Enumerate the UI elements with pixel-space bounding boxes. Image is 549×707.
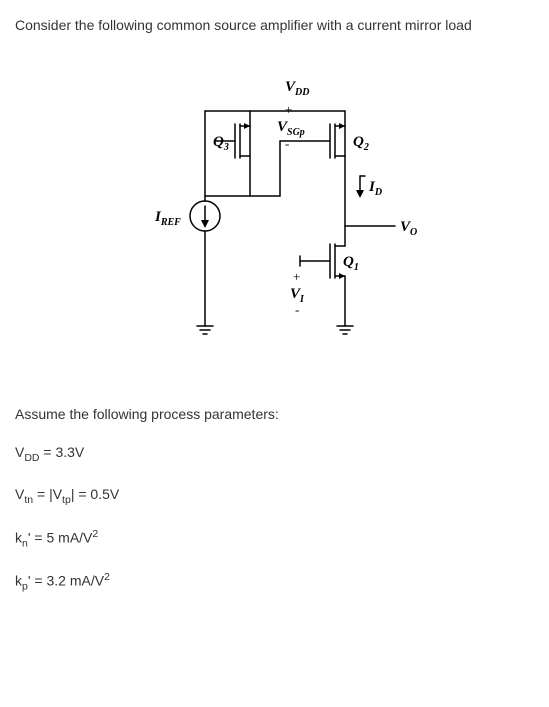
problem-statement: Consider the following common source amp… <box>15 15 534 36</box>
param-vt: Vtn = |Vtp| = 0.5V <box>15 486 534 506</box>
vi-plus: + <box>293 269 300 284</box>
label-q1: Q1 <box>343 254 359 273</box>
assume-text: Assume the following process parameters: <box>15 406 534 422</box>
label-iref: IREF <box>154 209 181 228</box>
param-kp: kp' = 3.2 mA/V2 <box>15 571 534 592</box>
param-vdd: VDD = 3.3V <box>15 444 534 464</box>
label-q3: Q3 <box>213 134 229 153</box>
param-kn: kn' = 5 mA/V2 <box>15 528 534 549</box>
vsgp-plus: + <box>285 102 292 117</box>
label-vsgp: VSGp <box>277 119 305 138</box>
vsgp-minus: - <box>285 136 289 151</box>
label-id: ID <box>368 179 382 198</box>
circuit-diagram: VDD + VSGp - Q3 Q2 Q1 IREF ID VO + VI - <box>15 66 534 366</box>
label-vdd: VDD <box>285 79 309 98</box>
label-q2: Q2 <box>353 134 369 153</box>
label-vo: VO <box>400 219 417 238</box>
vi-minus: - <box>295 302 299 317</box>
